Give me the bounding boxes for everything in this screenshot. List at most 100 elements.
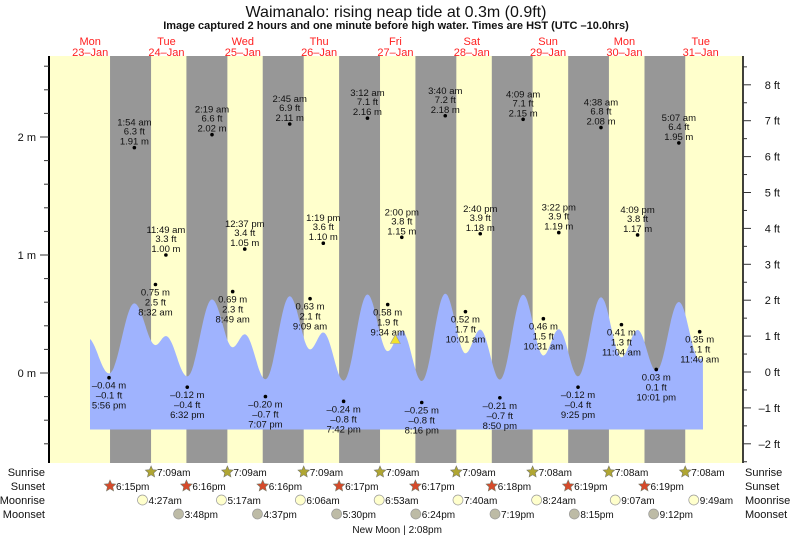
tide-label: 0.41 m	[607, 328, 636, 339]
tide-label: 0.69 m	[218, 295, 247, 306]
sunset-time: 6:16pm	[192, 482, 225, 493]
tide-point	[619, 322, 624, 327]
tide-extreme-high: 4:38 am6.8 ft2.08 m	[584, 98, 618, 130]
moonset-time: 4:37pm	[263, 510, 296, 521]
tide-label: 1.19 m	[544, 222, 573, 233]
moonset-time: 5:30pm	[343, 510, 376, 521]
tide-label: 4:09 pm	[620, 205, 654, 216]
sunrise-time: 7:09am	[310, 468, 343, 479]
tide-extreme-midhigh: 2:00 pm3.8 ft1.15 m	[385, 207, 419, 240]
right-tick-label: 4 ft	[765, 223, 780, 235]
sunset-star-icon	[638, 479, 651, 492]
tide-point	[463, 309, 468, 314]
tide-label: 2.16 m	[353, 107, 382, 118]
tide-extreme-midhigh: 11:49 am3.3 ft1.00 m	[146, 225, 185, 257]
tide-extreme-low: –0.21 m–0.7 ft8:50 pm	[483, 395, 517, 432]
moonrise-time: 4:27am	[148, 496, 181, 507]
tide-label: 5:07 am	[662, 113, 696, 124]
tide-extreme-low: –0.20 m–0.7 ft7:07 pm	[248, 394, 283, 431]
right-tick-label: 5 ft	[765, 188, 780, 200]
tide-label: 2.5 ft	[145, 298, 166, 309]
axes: 0 m 1 m 2 m –2 ft –1 ft 0 ft 1 ft 2 ft 3 ft 4 ft 5…	[18, 56, 780, 463]
right-tick-label: 1 ft	[765, 331, 780, 343]
tide-label: 3.6 ft	[313, 222, 334, 233]
tide-label: 1.9 ft	[377, 318, 398, 329]
sunrise-time: 7:08am	[691, 468, 724, 479]
sunset-time: 6:19pm	[650, 482, 683, 493]
moonrise-time: 6:06am	[306, 496, 339, 507]
tide-point	[599, 125, 603, 130]
tide-label: 2.1 ft	[299, 312, 320, 323]
moonset-moon-icon	[489, 508, 501, 520]
tide-label: 1.7 ft	[455, 325, 476, 336]
tide-label: –0.8 ft	[409, 416, 436, 427]
tide-label: 2.15 m	[509, 108, 538, 119]
tide-label: 0.75 m	[141, 288, 170, 299]
tide-label: 11:40 am	[680, 355, 719, 366]
tide-label: 3:40 am	[428, 86, 462, 97]
tide-extreme-midlow: 0.75 m2.5 ft8:32 am	[138, 282, 173, 319]
tide-label: 0.63 m	[296, 302, 325, 313]
right-tick-label: –2 ft	[759, 439, 780, 451]
tide-label: 3.3 ft	[155, 234, 176, 245]
tide-label: 10:01 pm	[636, 392, 676, 403]
moonset-moon-icon	[568, 508, 580, 520]
tide-point	[478, 231, 483, 236]
day-label-dow: Sat	[464, 36, 481, 48]
tide-label: 1.3 ft	[611, 338, 632, 349]
tide-point	[697, 329, 702, 334]
tide-point	[576, 385, 580, 389]
row-label-sunset: Sunset	[11, 481, 45, 493]
sunset-star-icon	[332, 479, 346, 492]
tide-label: 6.6 ft	[201, 114, 222, 125]
tide-extreme-midlow: 0.69 m2.3 ft8:49 am	[216, 289, 250, 326]
chart-subtitle: Image captured 2 hours and one minute be…	[163, 20, 629, 32]
moonrise-moon-icon	[373, 494, 385, 506]
right-tick-label: 7 ft	[765, 116, 780, 128]
tide-label: 0.35 m	[685, 335, 714, 346]
tide-label: 7.1 ft	[513, 98, 534, 109]
tide-point	[210, 132, 214, 137]
right-tick-label: 3 ft	[765, 259, 780, 271]
moon-phase-time: | 2:08pm	[403, 525, 442, 536]
tide-label: 1.05 m	[230, 238, 259, 249]
tide-label: 1.95 m	[664, 132, 693, 143]
sunrise-time: 7:09am	[233, 468, 266, 479]
tide-label: 6:32 pm	[170, 410, 204, 421]
tide-label: 9:09 am	[293, 322, 327, 333]
tide-label: 1.00 m	[151, 244, 180, 255]
row-label-sunrise-right: Sunrise	[745, 467, 782, 479]
moonset-moon-icon	[252, 508, 263, 520]
tide-point	[365, 116, 370, 120]
tide-extreme-high: 2:45 am6.9 ft2.11 m	[273, 94, 307, 126]
sunrise-star-icon	[373, 465, 387, 478]
right-tick-label: 2 ft	[765, 295, 780, 307]
tide-point	[677, 141, 681, 145]
moonset-time: 6:24pm	[422, 510, 455, 521]
moonrise-moon-icon	[531, 494, 542, 506]
left-tick-label: 0 m	[18, 368, 36, 380]
tide-label: 7:42 pm	[326, 424, 360, 435]
current-level-marker	[389, 333, 401, 344]
tide-label: –0.12 m	[170, 390, 204, 401]
row-label-moonset-right: Moonset	[745, 509, 787, 521]
sunset-time: 6:19pm	[574, 482, 607, 493]
tide-label: –0.4 ft	[565, 400, 592, 411]
sunset-time: 6:16pm	[269, 482, 302, 493]
tide-label: 3.9 ft	[470, 213, 491, 224]
moonrise-time: 5:17am	[227, 496, 260, 507]
row-label-sunset-right: Sunset	[745, 481, 779, 493]
tide-curve-area	[90, 293, 703, 430]
tide-label: –0.7 ft	[252, 410, 279, 421]
tide-point	[230, 289, 235, 294]
tide-label: 4:09 am	[506, 89, 540, 100]
tide-extreme-high: 4:09 am7.1 ft2.15 m	[506, 89, 540, 122]
tide-extreme-midhigh: 3:22 pm3.9 ft1.19 m	[542, 203, 576, 235]
tide-label: 4:38 am	[584, 98, 618, 109]
tide-point	[164, 253, 168, 257]
tide-label: 12:37 pm	[225, 219, 265, 230]
sunset-star-icon	[180, 479, 193, 492]
